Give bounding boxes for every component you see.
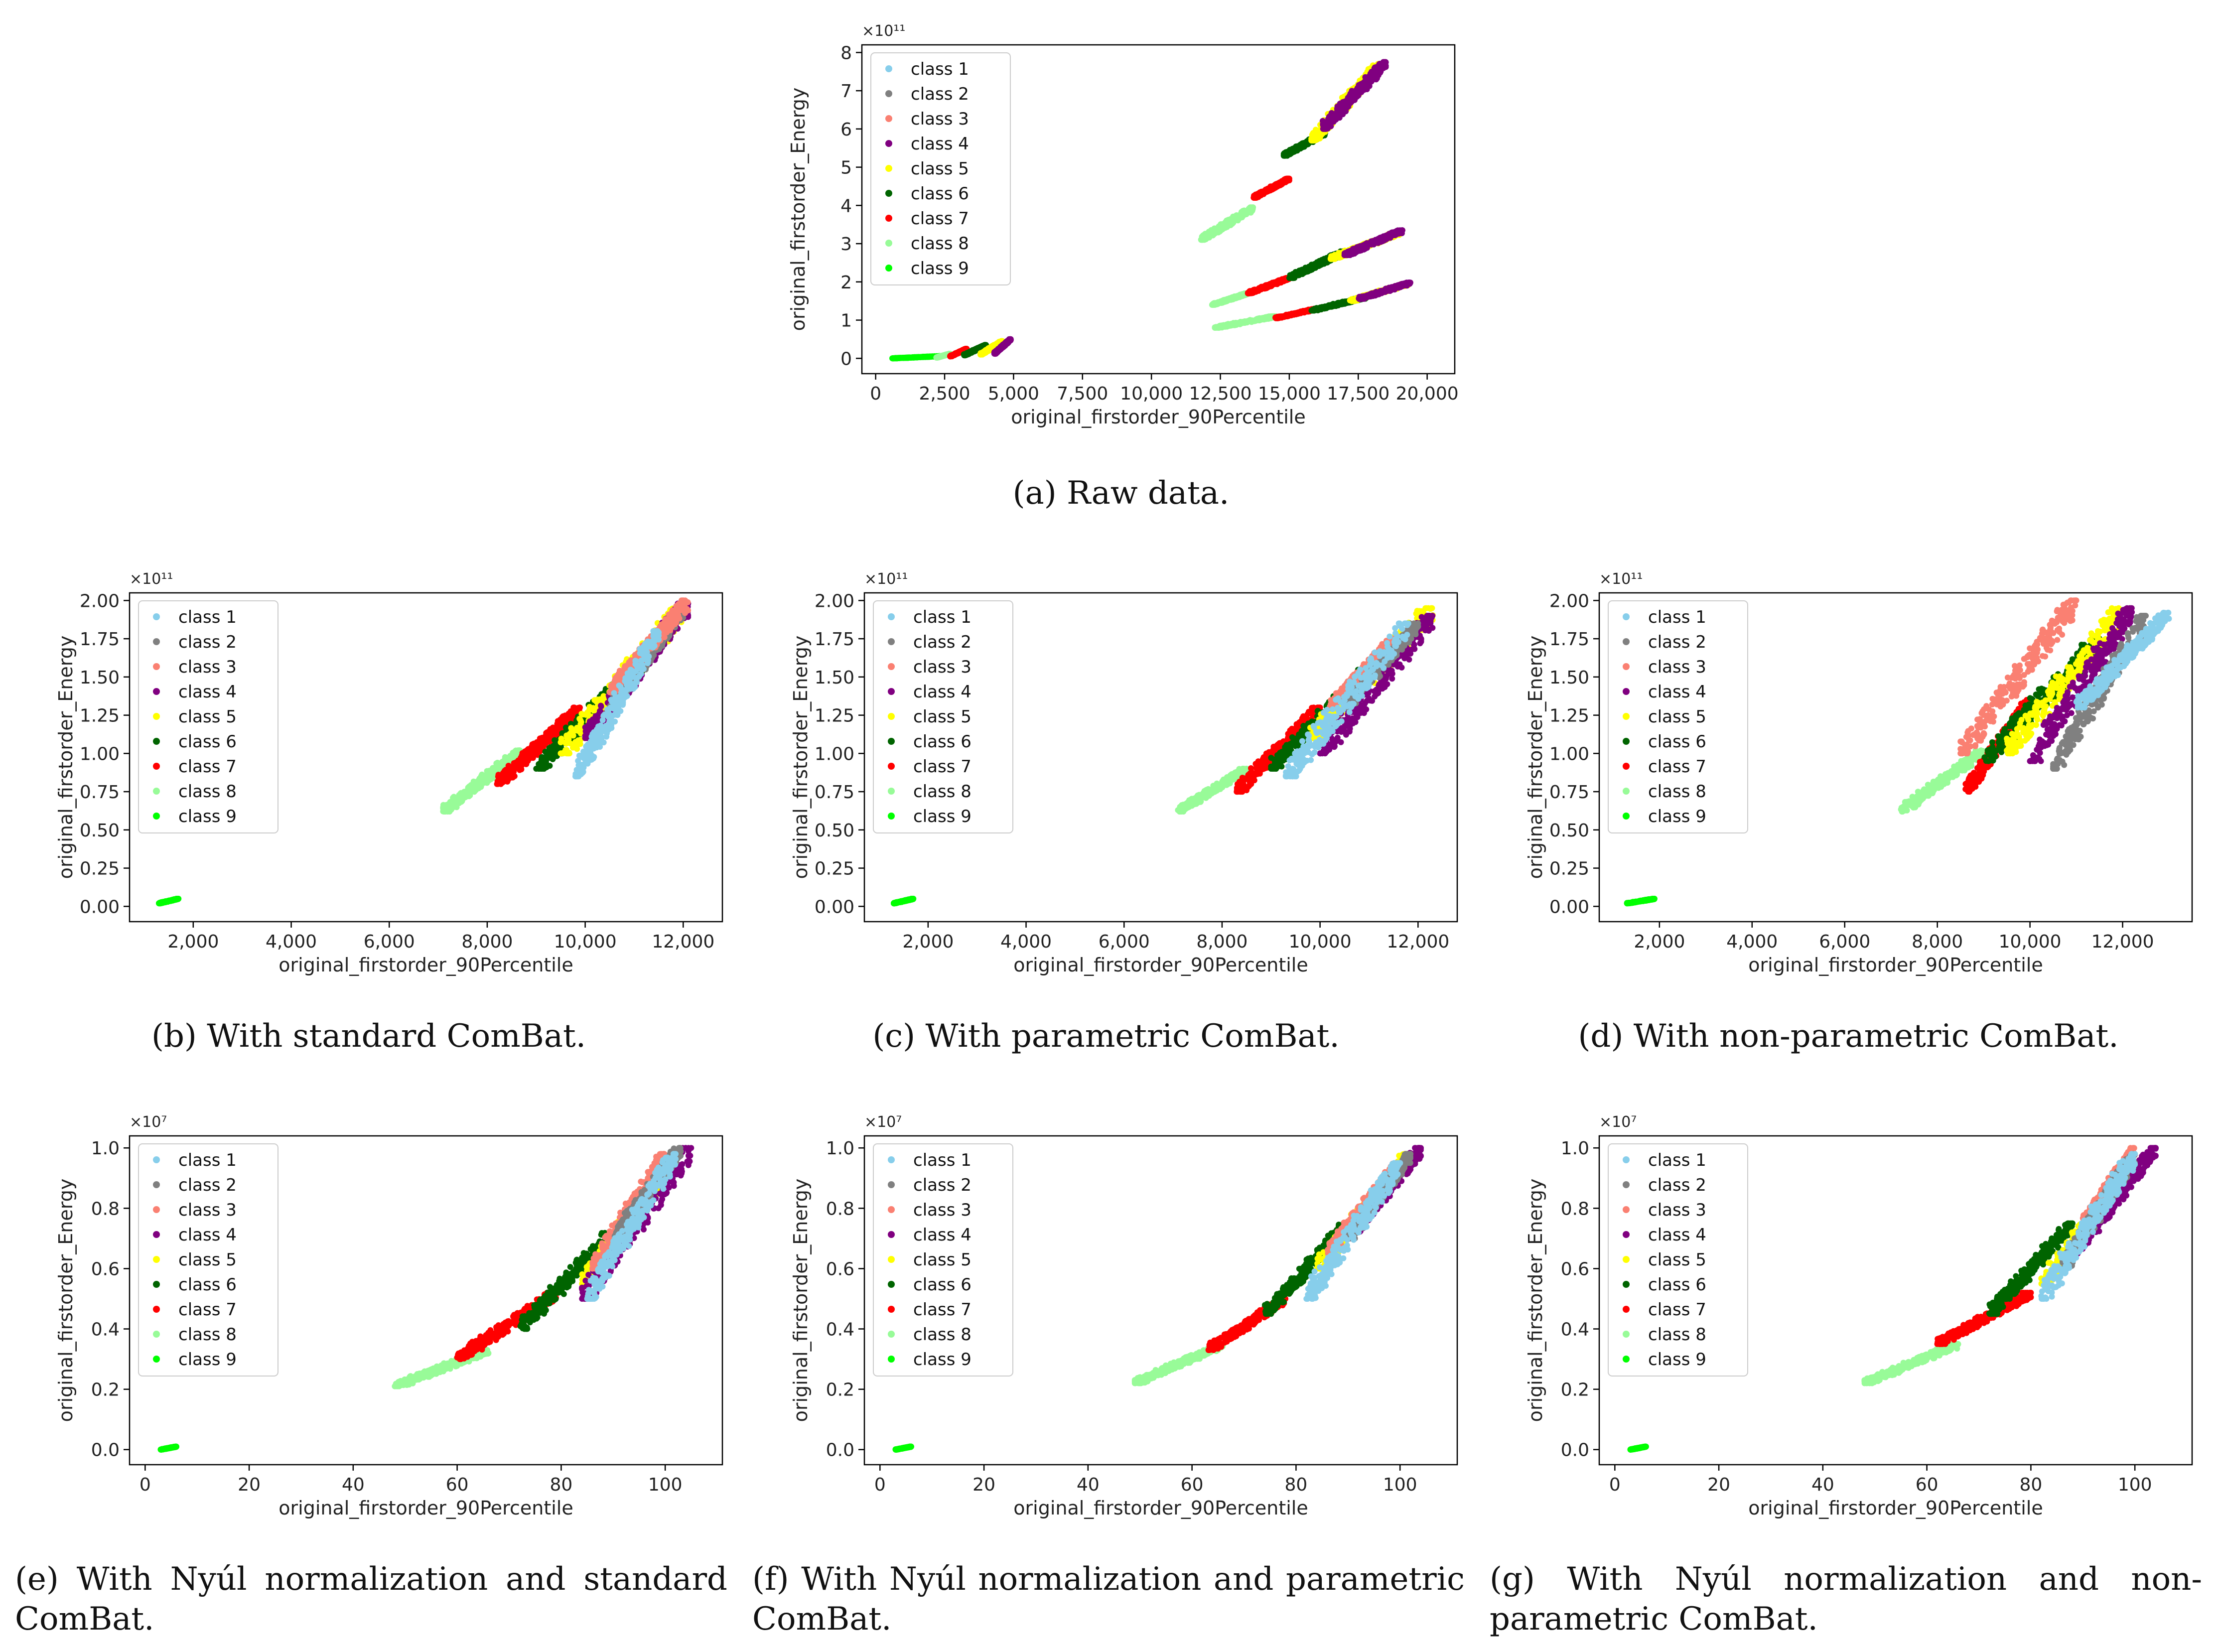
point-class-8 xyxy=(1242,320,1248,326)
point-class-6 xyxy=(1285,150,1292,156)
point-class-4 xyxy=(1392,229,1398,235)
point-class-7 xyxy=(1269,280,1275,287)
point-class-4 xyxy=(1371,241,1377,247)
point-class-8 xyxy=(1199,237,1205,243)
point-class-7 xyxy=(1247,289,1253,296)
point-class-4 xyxy=(1399,227,1405,234)
point-class-4 xyxy=(1383,59,1389,66)
point-class-7 xyxy=(1303,308,1309,314)
point-class-9 xyxy=(915,354,922,360)
point-class-8 xyxy=(1223,219,1229,225)
point-class-4 xyxy=(1326,114,1332,120)
point-class-8 xyxy=(1257,317,1263,323)
point-class-4 xyxy=(1347,100,1354,106)
point-class-4 xyxy=(1332,114,1338,120)
point-class-4 xyxy=(1327,123,1333,129)
point-class-4 xyxy=(1355,245,1362,252)
point-class-5 xyxy=(1313,129,1319,136)
point-class-5 xyxy=(1331,253,1337,259)
point-class-6 xyxy=(1321,304,1328,310)
point-class-7 xyxy=(1276,313,1282,320)
point-class-6 xyxy=(1287,275,1293,281)
point-class-7 xyxy=(1286,312,1292,319)
point-class-4 xyxy=(1369,69,1375,75)
scatter-chart-a: 0 2,500 5,000 7,500 10,000 12,500 15,000 17,500… xyxy=(787,22,1459,428)
point-class-8 xyxy=(1231,218,1238,224)
point-class-9 xyxy=(904,355,910,361)
point-class-4 xyxy=(1347,91,1354,97)
point-class-8 xyxy=(1237,211,1244,218)
point-class-8 xyxy=(1216,323,1223,330)
point-class-8 xyxy=(1248,205,1254,211)
point-class-8 xyxy=(1217,224,1224,231)
point-class-8 xyxy=(1221,298,1227,305)
point-class-6 xyxy=(1331,301,1337,308)
point-class-6 xyxy=(961,352,968,359)
point-class-8 xyxy=(1226,295,1233,301)
point-class-6 xyxy=(1336,300,1343,306)
point-class-9 xyxy=(910,354,917,360)
point-class-8 xyxy=(1236,321,1243,327)
point-class-7 xyxy=(1273,279,1280,286)
point-class-7 xyxy=(1283,175,1289,182)
point-class-8 xyxy=(1205,230,1212,236)
point-class-7 xyxy=(1252,194,1258,200)
point-class-7 xyxy=(954,351,960,357)
point-class-5 xyxy=(1336,252,1343,258)
point-class-4 xyxy=(1366,240,1372,247)
point-class-4 xyxy=(1334,107,1341,113)
scatter-points xyxy=(889,59,1413,362)
point-class-9 xyxy=(896,355,903,361)
point-class-4 xyxy=(1382,236,1387,243)
point-class-7 xyxy=(1253,286,1260,293)
point-class-4 xyxy=(1007,338,1013,344)
point-class-8 xyxy=(1235,293,1242,300)
point-class-8 xyxy=(1247,317,1253,324)
point-class-6 xyxy=(1304,269,1311,275)
point-class-6 xyxy=(1302,140,1308,147)
point-class-8 xyxy=(939,353,946,359)
point-class-8 xyxy=(1224,224,1230,230)
point-class-4 xyxy=(1365,75,1371,82)
point-class-9 xyxy=(922,354,929,360)
point-class-5 xyxy=(1308,137,1315,143)
point-class-4 xyxy=(1358,81,1365,87)
point-class-7 xyxy=(1274,182,1280,188)
point-class-5 xyxy=(979,351,986,357)
point-class-6 xyxy=(971,347,977,353)
point-class-4 xyxy=(994,349,1000,355)
point-class-6 xyxy=(1297,144,1304,150)
point-class-4 xyxy=(1376,66,1382,72)
point-class-8 xyxy=(1214,300,1221,306)
point-class-6 xyxy=(1292,271,1299,277)
point-class-4 xyxy=(1344,252,1351,259)
panel-a: 0 2,500 5,000 7,500 10,000 12,500 15,000 17,500… xyxy=(777,10,1465,448)
point-class-4 xyxy=(1343,108,1349,115)
point-class-6 xyxy=(1308,263,1314,269)
point-class-7 xyxy=(1262,283,1269,290)
point-class-4 xyxy=(1381,65,1387,71)
point-class-8 xyxy=(1224,322,1231,328)
point-class-6 xyxy=(976,345,982,351)
point-class-7 xyxy=(1265,188,1271,194)
point-class-4 xyxy=(1341,99,1348,105)
